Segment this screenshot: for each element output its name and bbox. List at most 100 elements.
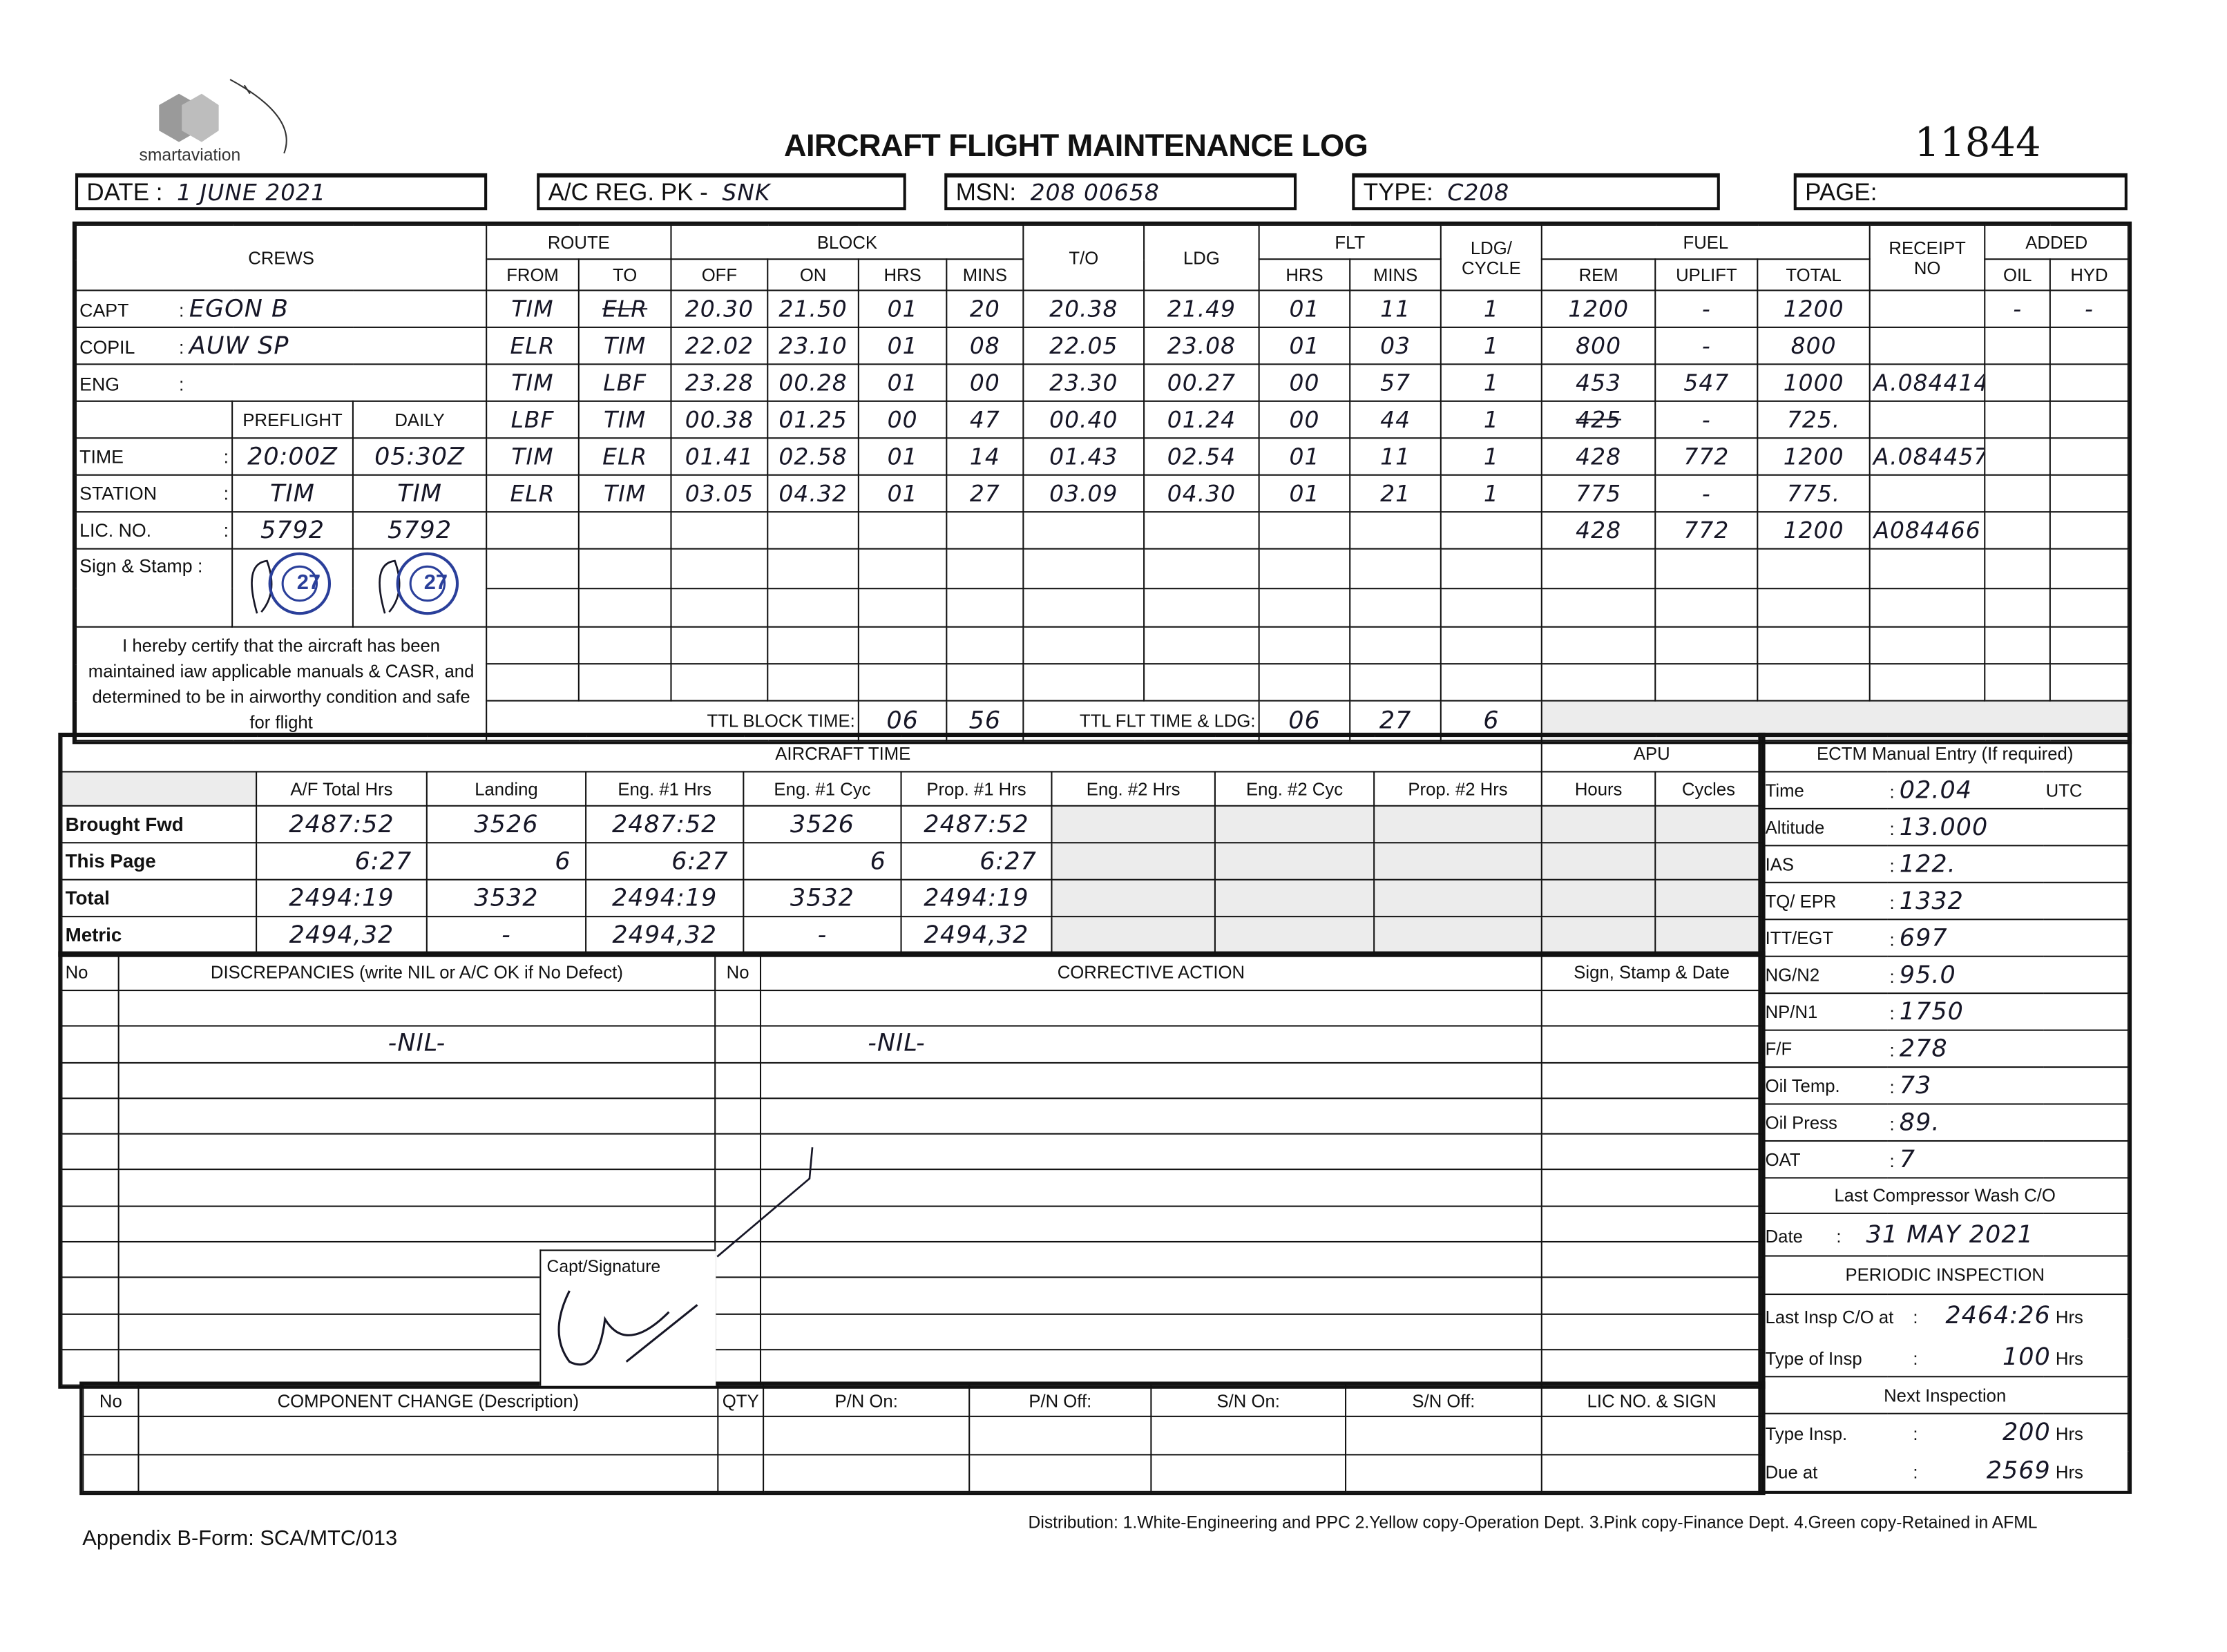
sign-stamp-date[interactable]: [1540, 1349, 1763, 1387]
cell-ldg[interactable]: 02.54: [1143, 437, 1260, 476]
cell-hyd[interactable]: [2049, 474, 2130, 513]
aircraft-time-value[interactable]: 3532: [743, 878, 902, 918]
cell-off[interactable]: [670, 548, 769, 589]
discrepancy-text[interactable]: [117, 1097, 716, 1135]
aircraft-time-value[interactable]: [1654, 805, 1763, 844]
cell-hyd[interactable]: -: [2049, 289, 2130, 328]
cell-flt-mins[interactable]: 03: [1349, 326, 1442, 365]
ttl-block-mins[interactable]: 56: [946, 700, 1024, 742]
aircraft-time-value[interactable]: 3526: [743, 805, 902, 844]
cell-ldg[interactable]: [1143, 587, 1260, 628]
cell-from[interactable]: TIM: [486, 289, 580, 328]
cell-flt-mins[interactable]: [1349, 663, 1442, 702]
cell-from[interactable]: TIM: [486, 363, 580, 402]
cell-oil[interactable]: [1984, 548, 2051, 589]
cell-hrs[interactable]: 01: [857, 289, 948, 328]
cell-total[interactable]: [1757, 587, 1871, 628]
component-cell[interactable]: [968, 1453, 1152, 1492]
sign-stamp-date[interactable]: [1540, 990, 1763, 1028]
cell-uplift[interactable]: [1654, 663, 1759, 702]
cell-flt-hrs[interactable]: 01: [1258, 474, 1351, 513]
cell-mins[interactable]: [946, 663, 1024, 702]
component-cell[interactable]: [763, 1453, 971, 1492]
cell-cycle[interactable]: 1: [1440, 437, 1542, 476]
cell-cycle[interactable]: [1440, 626, 1542, 665]
aircraft-time-value[interactable]: 2487:52: [585, 805, 745, 844]
action-no[interactable]: [714, 1277, 762, 1315]
cell-flt-hrs[interactable]: 01: [1258, 289, 1351, 328]
cell-ldg[interactable]: [1143, 511, 1260, 550]
cell-mins[interactable]: [946, 587, 1024, 628]
disc-no[interactable]: [61, 1241, 120, 1279]
next-type-insp[interactable]: Type Insp.: 200 Hrs: [1761, 1413, 2130, 1451]
sign-stamp-date[interactable]: [1540, 1205, 1763, 1243]
cell-t-o[interactable]: 00.40: [1022, 400, 1145, 439]
ectm-value[interactable]: : 7: [1886, 1140, 2043, 1179]
action-no[interactable]: [714, 1313, 762, 1351]
discrepancy-text[interactable]: [117, 990, 716, 1028]
cell-receipt[interactable]: A084466: [1868, 511, 1986, 550]
cell-oil[interactable]: [1984, 363, 2051, 402]
aircraft-time-value[interactable]: [1214, 878, 1375, 918]
cell-uplift[interactable]: 547: [1654, 363, 1759, 402]
cell-to[interactable]: [577, 548, 672, 589]
cell-mins[interactable]: 00: [946, 363, 1024, 402]
cell-rem[interactable]: 1200: [1540, 289, 1656, 328]
cell-from[interactable]: [486, 511, 580, 550]
cell-mins[interactable]: [946, 548, 1024, 589]
cell-off[interactable]: [670, 511, 769, 550]
cell-flt-hrs[interactable]: 01: [1258, 437, 1351, 476]
aircraft-time-value[interactable]: [1540, 805, 1656, 844]
component-cell[interactable]: [717, 1453, 765, 1492]
cell-rem[interactable]: 428: [1540, 437, 1656, 476]
aircraft-time-value[interactable]: 2494,32: [585, 916, 745, 954]
cell-off[interactable]: [670, 587, 769, 628]
aircraft-time-value[interactable]: [1654, 878, 1763, 918]
cell-flt-mins[interactable]: 21: [1349, 474, 1442, 513]
cell-mins[interactable]: 08: [946, 326, 1024, 365]
cell-on[interactable]: [767, 511, 859, 550]
cell-cycle[interactable]: [1440, 548, 1542, 589]
cell-total[interactable]: [1757, 626, 1871, 665]
cell-oil[interactable]: [1984, 326, 2051, 365]
cell-flt-mins[interactable]: [1349, 511, 1442, 550]
aircraft-time-value[interactable]: 6:27: [585, 842, 745, 881]
cell-receipt[interactable]: A.084414: [1868, 363, 1986, 402]
cell-mins[interactable]: 47: [946, 400, 1024, 439]
cell-from[interactable]: LBF: [486, 400, 580, 439]
sign-stamp-date[interactable]: [1540, 1313, 1763, 1351]
cell-cycle[interactable]: 1: [1440, 326, 1542, 365]
cell-total[interactable]: [1757, 548, 1871, 589]
sign-stamp-date[interactable]: [1540, 1062, 1763, 1099]
cell-ldg[interactable]: 04.30: [1143, 474, 1260, 513]
cell-ldg[interactable]: [1143, 548, 1260, 589]
corrective-action-text[interactable]: [759, 1349, 1542, 1387]
sign-stamp-date[interactable]: [1540, 1277, 1763, 1315]
crew-copil[interactable]: COPIL: AUW SP: [75, 326, 488, 365]
cell-hyd[interactable]: [2049, 511, 2130, 550]
daily-value[interactable]: TIM: [352, 474, 488, 513]
action-no[interactable]: [714, 1241, 762, 1279]
corrective-action-text[interactable]: [759, 990, 1542, 1028]
component-cell[interactable]: [1150, 1415, 1347, 1455]
cell-off[interactable]: 03.05: [670, 474, 769, 513]
capt-signature-box[interactable]: Capt/Signature: [539, 1249, 716, 1386]
aircraft-time-value[interactable]: [1540, 916, 1656, 954]
cell-on[interactable]: 02.58: [767, 437, 859, 476]
cell-rem[interactable]: 425: [1540, 400, 1656, 439]
cell-uplift[interactable]: 772: [1654, 511, 1759, 550]
cell-rem[interactable]: 428: [1540, 511, 1656, 550]
action-no[interactable]: [714, 1349, 762, 1387]
cell-uplift[interactable]: -: [1654, 474, 1759, 513]
cell-receipt[interactable]: [1868, 289, 1986, 328]
cell-hrs[interactable]: [857, 548, 948, 589]
cell-to[interactable]: LBF: [577, 363, 672, 402]
component-cell[interactable]: [763, 1415, 971, 1455]
ttl-flt-mins[interactable]: 27: [1349, 700, 1442, 742]
cell-t-o[interactable]: 01.43: [1022, 437, 1145, 476]
cell-receipt[interactable]: A.084457: [1868, 437, 1986, 476]
aircraft-time-value[interactable]: [1214, 842, 1375, 881]
cell-on[interactable]: 21.50: [767, 289, 859, 328]
aircraft-time-value[interactable]: [1373, 805, 1542, 844]
discrepancy-text[interactable]: [117, 1169, 716, 1207]
